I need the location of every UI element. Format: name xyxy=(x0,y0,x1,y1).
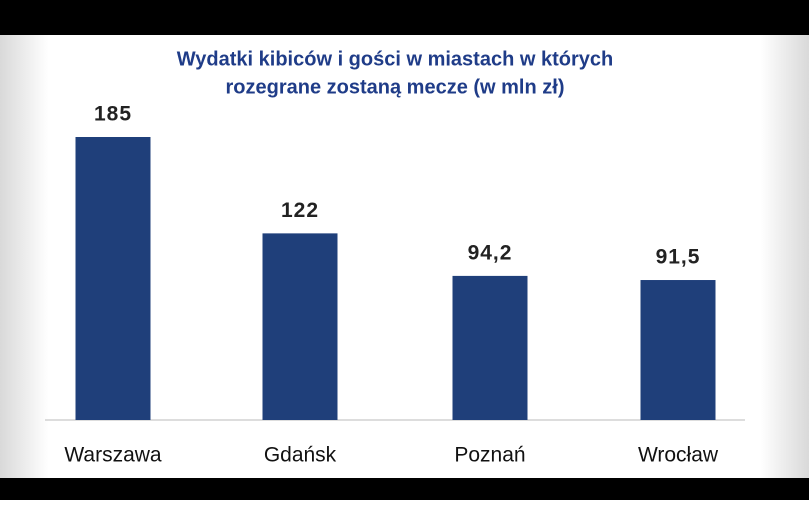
bar xyxy=(75,137,151,420)
x-tick-label: Gdańsk xyxy=(264,444,337,467)
bar xyxy=(452,275,528,420)
chart-title: Wydatki kibiców i gości w miastach w któ… xyxy=(177,48,613,70)
value-label: 91,5 xyxy=(656,246,701,269)
bar xyxy=(640,280,716,420)
x-tick-label: Wrocław xyxy=(638,444,719,467)
x-tick-label: Poznań xyxy=(454,444,525,467)
value-label: 122 xyxy=(281,199,319,222)
value-label: 94,2 xyxy=(468,241,513,264)
bottom-margin xyxy=(0,500,809,515)
x-tick-label: Warszawa xyxy=(64,444,162,467)
bar xyxy=(262,233,338,420)
chart-title: rozegrane zostaną mecze (w mln zł) xyxy=(226,76,565,98)
value-label: 185 xyxy=(94,103,132,126)
